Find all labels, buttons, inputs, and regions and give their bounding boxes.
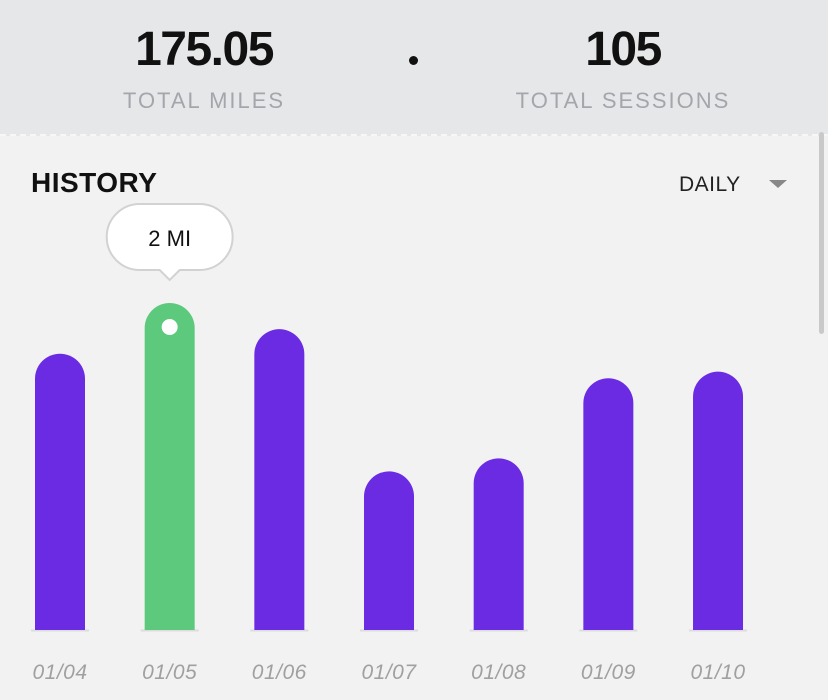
x-tick-label: 01/10 <box>690 661 745 684</box>
period-dropdown[interactable]: DAILY <box>676 172 796 200</box>
scrollbar[interactable] <box>819 132 824 334</box>
period-label: DAILY <box>679 173 741 196</box>
x-tick-label: 01/07 <box>361 661 417 684</box>
history-title: HISTORY <box>31 167 158 198</box>
selected-point-dot <box>161 319 178 335</box>
x-tick-label: 01/06 <box>252 661 307 684</box>
bar[interactable] <box>35 353 85 630</box>
total-miles-value: 175.05 <box>135 23 274 76</box>
tooltip-text: 2 MI <box>148 226 191 251</box>
bar[interactable] <box>583 378 634 630</box>
total-sessions-label: TOTAL SESSIONS <box>515 88 731 113</box>
stats-header: 175.05 TOTAL MILES 105 TOTAL SESSIONS <box>0 0 828 136</box>
total-sessions-value: 105 <box>585 23 662 76</box>
bar[interactable] <box>473 458 524 630</box>
bar[interactable] <box>254 329 305 630</box>
bar-highlighted[interactable] <box>144 303 195 630</box>
separator-dot <box>409 56 418 65</box>
x-tick-label: 01/08 <box>471 661 526 684</box>
caret-down-icon <box>769 180 787 188</box>
bar[interactable] <box>364 471 415 630</box>
bar[interactable] <box>693 371 744 630</box>
x-tick-label: 01/04 <box>32 661 87 684</box>
total-miles-label: TOTAL MILES <box>122 88 286 113</box>
total-miles-stat: 175.05 TOTAL MILES <box>100 22 308 114</box>
x-tick-label: 01/05 <box>142 661 197 684</box>
x-tick-label: 01/09 <box>581 661 636 684</box>
tooltip-bubble <box>105 203 234 282</box>
total-sessions-stat: 105 TOTAL SESSIONS <box>498 22 748 114</box>
